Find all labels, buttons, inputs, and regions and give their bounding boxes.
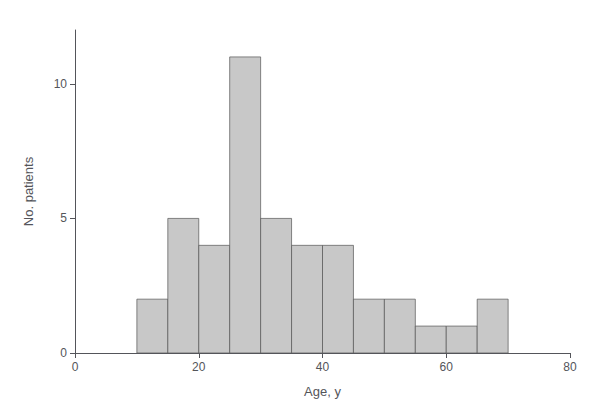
svg-text:No. patients: No. patients bbox=[21, 156, 36, 226]
svg-text:0: 0 bbox=[60, 346, 67, 360]
svg-text:10: 10 bbox=[54, 77, 68, 91]
svg-text:0: 0 bbox=[72, 360, 79, 374]
svg-text:5: 5 bbox=[60, 211, 67, 225]
svg-text:60: 60 bbox=[440, 360, 454, 374]
svg-text:80: 80 bbox=[563, 360, 577, 374]
svg-text:Age, y: Age, y bbox=[304, 384, 341, 399]
svg-text:20: 20 bbox=[192, 360, 206, 374]
svg-text:40: 40 bbox=[316, 360, 330, 374]
